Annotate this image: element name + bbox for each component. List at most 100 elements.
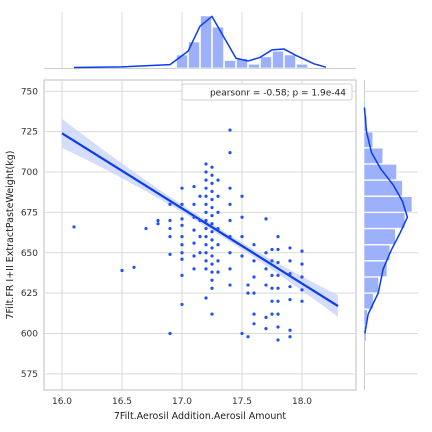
scatter-point <box>168 252 172 256</box>
scatter-point <box>144 226 148 231</box>
scatter-point <box>252 291 256 295</box>
scatter-point <box>210 230 214 234</box>
marginal-x-bar <box>176 54 188 69</box>
scatter-point <box>276 325 280 329</box>
scatter-point <box>228 283 232 287</box>
scatter-point <box>228 202 232 206</box>
scatter-point <box>192 215 196 219</box>
scatter-point <box>168 202 172 206</box>
marginal-x-bar <box>200 15 212 69</box>
scatter-point <box>270 312 274 316</box>
scatter-point <box>192 254 196 258</box>
scatter-point <box>156 218 160 223</box>
scatter-point <box>300 262 304 266</box>
scatter-point <box>240 254 244 258</box>
legend-box <box>181 83 353 101</box>
scatter-point <box>180 302 184 307</box>
marginal-y-histogram <box>363 80 418 390</box>
marginal-y-bar <box>363 164 397 181</box>
scatter-point <box>210 205 214 210</box>
marginal-x-bar <box>284 54 296 69</box>
scatter-point <box>264 283 268 287</box>
scatter-point <box>210 197 214 202</box>
scatter-point <box>210 278 214 282</box>
scatter-point <box>210 312 214 316</box>
scatter-point <box>216 259 220 263</box>
scatter-point <box>264 327 268 331</box>
scatter-point <box>270 286 274 290</box>
scatter-point <box>276 235 280 239</box>
scatter-point <box>228 128 232 132</box>
scatter-point <box>252 322 256 326</box>
scatter-point <box>276 247 280 252</box>
scatter-point <box>216 178 220 182</box>
scatter-point <box>288 328 292 332</box>
marginal-y-bar <box>363 196 413 213</box>
scatter-point <box>210 246 214 250</box>
scatter-point <box>180 223 184 227</box>
scatter-point <box>228 251 232 255</box>
scatter-point <box>204 194 208 198</box>
scatter-point <box>240 235 244 239</box>
scatter-point <box>180 217 184 221</box>
marginal-y-kde-curve <box>363 107 409 334</box>
scatter-point <box>240 331 244 336</box>
scatter-point <box>204 235 208 239</box>
scatter-point <box>192 267 196 271</box>
y-tick-label: 675 <box>21 208 38 218</box>
marginal-y-bar <box>363 228 396 245</box>
scatter-point <box>156 222 160 226</box>
y-tick-label: 650 <box>21 249 38 259</box>
scatter-point <box>180 251 184 255</box>
scatter-point <box>264 315 268 319</box>
scatter-point <box>204 267 208 271</box>
scatter-point <box>288 272 292 276</box>
scatter-point <box>300 275 304 279</box>
scatter-point <box>252 259 256 263</box>
scatter-point <box>228 218 232 223</box>
y-tick-label: 750 <box>21 87 38 97</box>
scatter-point <box>270 299 274 303</box>
scatter-point <box>216 243 220 247</box>
scatter-point <box>300 249 304 253</box>
scatter-point <box>180 273 184 277</box>
scatter-point <box>300 299 304 303</box>
scatter-point <box>210 262 214 266</box>
scatter-point <box>210 189 214 194</box>
scatter-point <box>204 251 208 255</box>
scatter-point <box>180 243 184 247</box>
scatter-point <box>276 286 280 290</box>
scatter-point <box>198 194 202 198</box>
scatter-point <box>210 181 214 185</box>
marginal-x-bar <box>272 50 284 69</box>
scatter-point <box>288 285 292 289</box>
scatter-point <box>252 312 256 316</box>
scatter-point <box>216 210 220 214</box>
regression-confidence-band <box>62 118 338 317</box>
scatter-point <box>210 214 214 218</box>
legend: pearsonr = -0.58; p = 1.9e-44 <box>181 83 353 101</box>
marginal-x-bar <box>296 63 308 69</box>
marginal-x-histogram <box>44 12 356 69</box>
scatter-point <box>210 173 214 177</box>
scatter-point <box>216 194 220 198</box>
marginal-y-bars <box>363 99 413 342</box>
scatter-point <box>192 202 196 206</box>
scatter-point <box>240 194 244 198</box>
scatter-point <box>192 241 196 245</box>
legend-pearsonr-text: pearsonr = -0.58; p = 1.9e-44 <box>210 89 346 99</box>
scatter-point <box>252 243 256 247</box>
scatter-point <box>288 297 292 302</box>
x-tick-label: 18.0 <box>292 397 312 407</box>
scatter-point <box>204 226 208 231</box>
scatter-point <box>264 217 268 221</box>
scatter-point <box>204 296 208 300</box>
scatter-point <box>216 270 220 274</box>
scatter-point <box>168 226 172 231</box>
scatter-point <box>210 238 214 242</box>
scatter-point <box>210 222 214 226</box>
scatter-point <box>246 283 250 287</box>
scatter-point <box>204 210 208 214</box>
marginal-y-bar <box>363 277 379 294</box>
scatter-point <box>204 178 208 182</box>
